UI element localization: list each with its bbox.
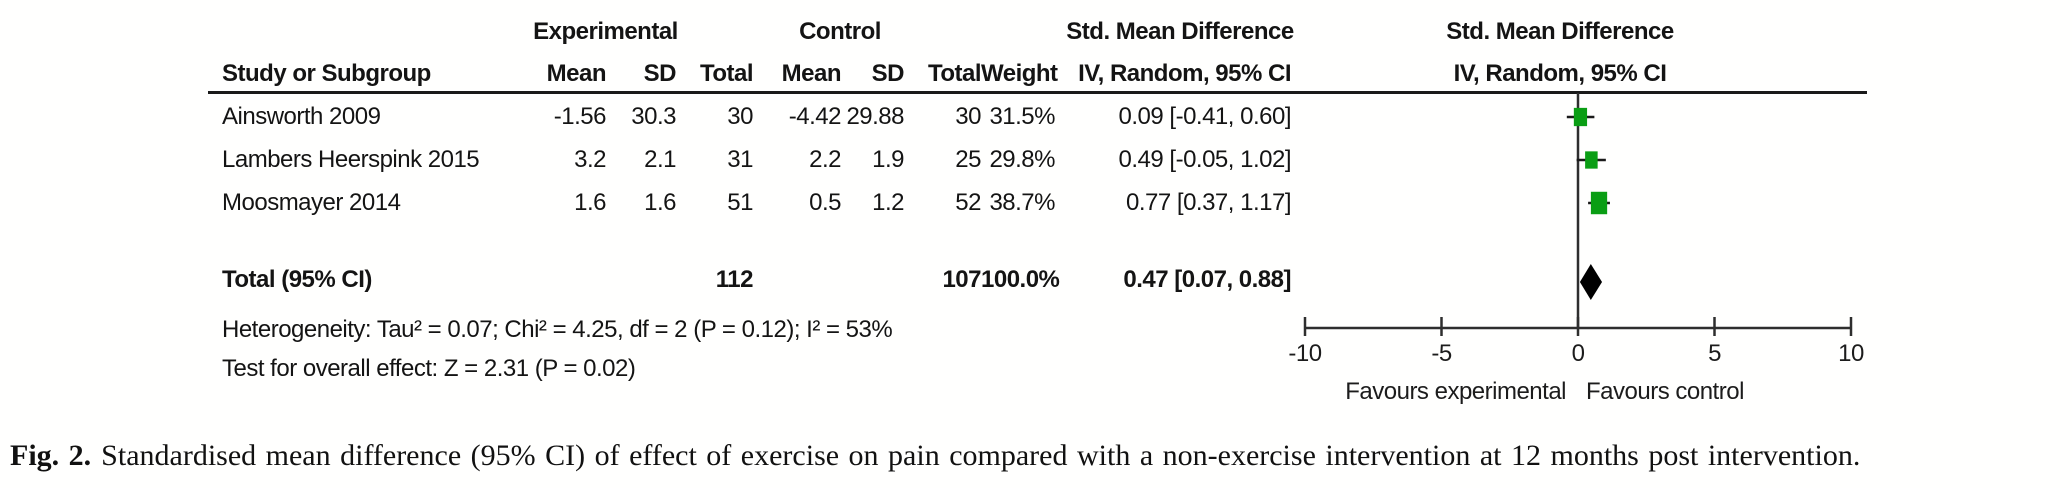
effect-square (1585, 151, 1598, 169)
total-row: Total (95% CI) 112 107 100.0% 0.47 [0.07… (208, 266, 1292, 294)
sd-ctl: 29.88 (846, 103, 904, 130)
col-header-total-exp: Total (699, 60, 754, 87)
header-rule (208, 91, 1867, 94)
total-ctl: 30 (955, 103, 981, 130)
col-header-sd-exp: SD (643, 60, 677, 87)
figure-caption-text: Standardised mean difference (95% CI) of… (101, 439, 1861, 472)
col-header-ci: IV, Random, 95% CI (1078, 60, 1291, 87)
total-n-exp: 112 (715, 266, 754, 293)
col-header-study: Study or Subgroup (222, 60, 431, 87)
group-header-smd-text: Std. Mean Difference (1066, 18, 1294, 45)
plot-header-model: IV, Random, 95% CI (1453, 60, 1667, 87)
forest-plot-svg: -10 -5 0 5 10 (1288, 93, 1864, 367)
axis-tick-label: 0 (1572, 340, 1585, 367)
favours-experimental-label: Favours experimental (1345, 378, 1566, 405)
table-row: Ainsworth 2009 -1.56 30.3 30 -4.42 29.88… (208, 103, 1292, 131)
favours-control-label: Favours control (1586, 378, 1744, 405)
mean-ctl: 2.2 (809, 146, 841, 173)
sd-exp: 2.1 (644, 146, 676, 173)
empty-cell (841, 266, 904, 294)
sd-ctl: 1.2 (872, 189, 904, 216)
mean-exp: -1.56 (553, 103, 607, 130)
empty-cell (458, 266, 606, 294)
mean-ctl: -4.42 (788, 103, 842, 130)
empty-cell (606, 266, 676, 294)
heterogeneity-line: Heterogeneity: Tau² = 0.07; Chi² = 4.25,… (222, 316, 893, 343)
figure-caption-label: Fig. 2. (10, 439, 92, 472)
total-weight: 100.0% (981, 266, 1060, 293)
forest-plot-area: -10 -5 0 5 10 Favours experimental Favours c… (1270, 93, 1890, 438)
total-label: Total (95% CI) (222, 266, 372, 293)
axis-tick-label: -5 (1431, 340, 1451, 367)
sd-exp: 1.6 (644, 189, 676, 216)
pooled-diamond (1579, 264, 1603, 300)
group-header-control: Control (799, 18, 881, 45)
total-n-ctl: 107 (942, 266, 981, 293)
weight-value: 29.8% (989, 146, 1055, 173)
column-header-row: Study or Subgroup Mean SD Total Mean SD … (208, 60, 1292, 88)
col-header-mean-ctl: Mean (781, 60, 842, 87)
col-header-weight: Weight (981, 60, 1058, 87)
total-ctl: 52 (955, 189, 981, 216)
total-ci-text: 0.47 [0.07, 0.88] (1123, 266, 1291, 293)
study-name: Moosmayer 2014 (222, 189, 401, 216)
col-header-total-ctl: Total (927, 60, 982, 87)
total-ctl: 25 (955, 146, 981, 173)
effect-square (1590, 191, 1608, 215)
total-exp: 30 (727, 103, 753, 130)
group-header-experimental: Experimental (533, 18, 678, 45)
table-row: Lambers Heerspink 2015 3.2 2.1 31 2.2 1.… (208, 146, 1292, 174)
ci-text: 0.09 [-0.41, 0.60] (1118, 103, 1292, 130)
sd-ctl: 1.9 (872, 146, 904, 173)
plot-header-effect-measure: Std. Mean Difference (1446, 18, 1674, 45)
sd-exp: 30.3 (631, 103, 676, 130)
axis-tick-label: 10 (1838, 340, 1864, 367)
study-name: Ainsworth 2009 (222, 103, 381, 130)
study-name: Lambers Heerspink 2015 (222, 146, 480, 173)
ci-text: 0.49 [-0.05, 1.02] (1118, 146, 1292, 173)
table-row: Moosmayer 2014 1.6 1.6 51 0.5 1.2 52 38.… (208, 189, 1292, 217)
axis-tick-label: -10 (1288, 340, 1321, 367)
weight-value: 38.7% (989, 189, 1055, 216)
overall-effect-line: Test for overall effect: Z = 2.31 (P = 0… (222, 355, 636, 382)
col-header-mean-exp: Mean (546, 60, 607, 87)
figure-caption: Fig. 2. Standardised mean difference (95%… (10, 438, 2062, 474)
mean-ctl: 0.5 (809, 189, 841, 216)
mean-exp: 3.2 (574, 146, 606, 173)
ci-text: 0.77 [0.37, 1.17] (1126, 189, 1291, 216)
empty-cell (753, 266, 841, 294)
effect-square (1573, 107, 1588, 127)
total-exp: 31 (727, 146, 753, 173)
mean-exp: 1.6 (574, 189, 606, 216)
weight-value: 31.5% (989, 103, 1055, 130)
col-header-sd-ctl: SD (871, 60, 905, 87)
total-exp: 51 (727, 189, 753, 216)
axis-tick-label: 5 (1708, 340, 1721, 367)
